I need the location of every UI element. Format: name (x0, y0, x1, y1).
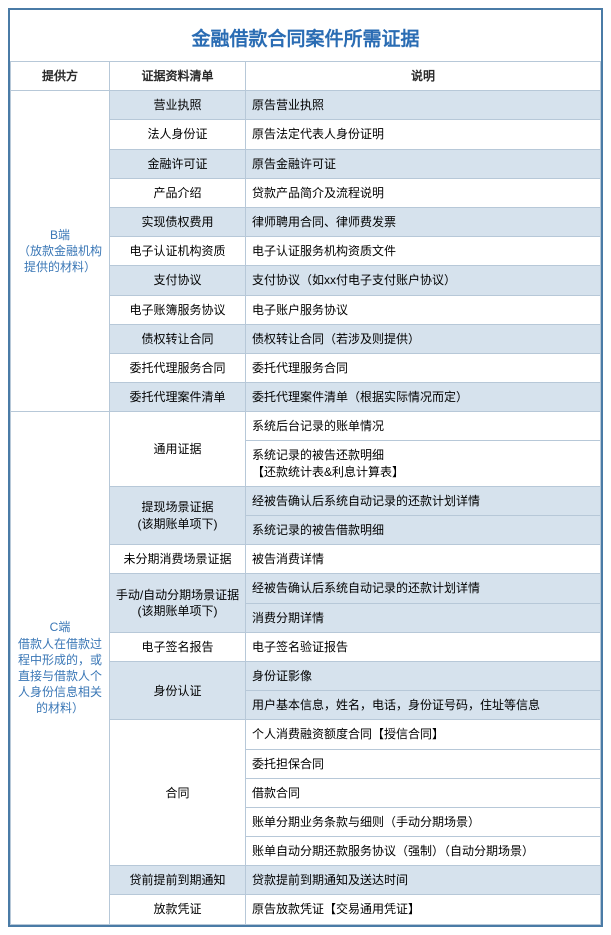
table-row: C端借款人在借款过程中形成的，或直接与借款人个人身份信息相关的材料）通用证据系统… (11, 412, 601, 441)
description-cell: 被告消费详情 (246, 545, 601, 574)
description-cell: 经被告确认后系统自动记录的还款计划详情 (246, 574, 601, 603)
description-cell: 用户基本信息，姓名，电话，身份证号码，住址等信息 (246, 691, 601, 720)
evidence-list-cell: 金融许可证 (110, 149, 246, 178)
description-cell: 委托代理服务合同 (246, 353, 601, 382)
provider-line: （放款金融机构提供的材料） (15, 243, 105, 275)
evidence-list-cell: 产品介绍 (110, 178, 246, 207)
page-title: 金融借款合同案件所需证据 (10, 10, 601, 61)
document-container: 金融借款合同案件所需证据 提供方 证据资料清单 说明 B端（放款金融机构提供的材… (8, 8, 603, 927)
provider-cell: C端借款人在借款过程中形成的，或直接与借款人个人身份信息相关的材料） (11, 412, 110, 924)
description-cell: 原告法定代表人身份证明 (246, 120, 601, 149)
description-cell: 电子签名验证报告 (246, 632, 601, 661)
description-cell: 身份证影像 (246, 661, 601, 690)
description-cell: 律师聘用合同、律师费发票 (246, 207, 601, 236)
header-provider: 提供方 (11, 62, 110, 91)
evidence-list-cell: 委托代理案件清单 (110, 383, 246, 412)
description-cell: 原告金融许可证 (246, 149, 601, 178)
header-desc: 说明 (246, 62, 601, 91)
evidence-list-cell: 电子认证机构资质 (110, 237, 246, 266)
description-cell: 贷款提前到期通知及送达时间 (246, 866, 601, 895)
provider-line: C端 (15, 619, 105, 635)
description-cell: 借款合同 (246, 778, 601, 807)
description-cell: 系统后台记录的账单情况 (246, 412, 601, 441)
description-cell: 账单分期业务条款与细则（手动分期场景） (246, 807, 601, 836)
evidence-list-cell: 合同 (110, 720, 246, 866)
evidence-list-cell: 实现债权费用 (110, 207, 246, 236)
evidence-list-cell: 贷前提前到期通知 (110, 866, 246, 895)
header-list: 证据资料清单 (110, 62, 246, 91)
description-cell: 系统记录的被告还款明细【还款统计表&利息计算表】 (246, 441, 601, 486)
evidence-table: 提供方 证据资料清单 说明 B端（放款金融机构提供的材料）营业执照原告营业执照法… (10, 61, 601, 925)
description-cell: 贷款产品简介及流程说明 (246, 178, 601, 207)
description-cell: 支付协议（如xx付电子支付账户协议） (246, 266, 601, 295)
evidence-list-cell: 电子账簿服务协议 (110, 295, 246, 324)
evidence-list-cell: 放款凭证 (110, 895, 246, 924)
description-cell: 个人消费融资额度合同【授信合同】 (246, 720, 601, 749)
provider-line: 借款人在借款过程中形成的，或直接与借款人个人身份信息相关的材料） (15, 636, 105, 717)
evidence-list-cell: 通用证据 (110, 412, 246, 487)
evidence-list-cell: 委托代理服务合同 (110, 353, 246, 382)
provider-line: B端 (15, 227, 105, 243)
evidence-list-cell: 未分期消费场景证据 (110, 545, 246, 574)
header-row: 提供方 证据资料清单 说明 (11, 62, 601, 91)
evidence-list-cell: 营业执照 (110, 91, 246, 120)
provider-cell: B端（放款金融机构提供的材料） (11, 91, 110, 412)
evidence-list-cell: 法人身份证 (110, 120, 246, 149)
evidence-list-cell: 债权转让合同 (110, 324, 246, 353)
evidence-list-cell: 身份认证 (110, 661, 246, 719)
description-cell: 系统记录的被告借款明细 (246, 516, 601, 545)
description-cell: 账单自动分期还款服务协议（强制）（自动分期场景） (246, 837, 601, 866)
evidence-list-cell: 电子签名报告 (110, 632, 246, 661)
description-cell: 原告营业执照 (246, 91, 601, 120)
evidence-list-cell: 支付协议 (110, 266, 246, 295)
description-cell: 电子认证服务机构资质文件 (246, 237, 601, 266)
evidence-list-cell: 提现场景证据(该期账单项下) (110, 486, 246, 544)
description-cell: 原告放款凭证【交易通用凭证】 (246, 895, 601, 924)
description-cell: 债权转让合同（若涉及则提供） (246, 324, 601, 353)
table-row: B端（放款金融机构提供的材料）营业执照原告营业执照 (11, 91, 601, 120)
description-cell: 消费分期详情 (246, 603, 601, 632)
evidence-list-cell: 手动/自动分期场景证据(该期账单项下) (110, 574, 246, 632)
description-cell: 委托担保合同 (246, 749, 601, 778)
description-cell: 委托代理案件清单（根据实际情况而定） (246, 383, 601, 412)
description-cell: 经被告确认后系统自动记录的还款计划详情 (246, 486, 601, 515)
description-cell: 电子账户服务协议 (246, 295, 601, 324)
